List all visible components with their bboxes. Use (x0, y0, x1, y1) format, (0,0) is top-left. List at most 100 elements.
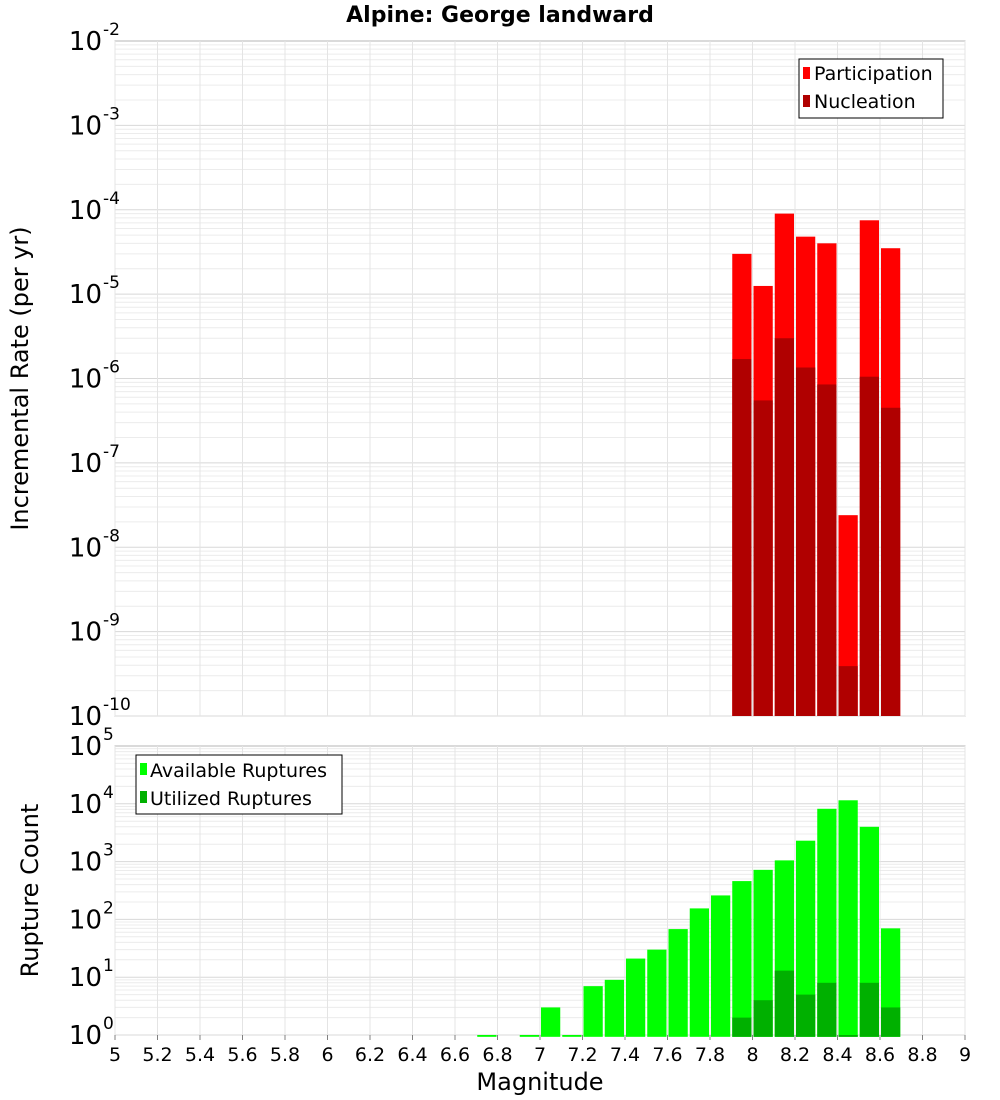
rate-legend: Participation Nucleation (798, 58, 944, 119)
primary-bar (477, 1035, 497, 1037)
y-tick-exponent: 2 (103, 898, 114, 918)
primary-bar (796, 840, 816, 1037)
y-tick-label: 10 (69, 111, 102, 141)
primary-bar (626, 958, 646, 1037)
y-tick-label: 10 (69, 702, 102, 732)
primary-bar (668, 929, 688, 1037)
secondary-bar (796, 994, 816, 1037)
y-tick-label: 10 (69, 27, 102, 57)
available-legend-label: Available Ruptures (150, 760, 327, 782)
secondary-bar (817, 384, 837, 716)
primary-bar (541, 1007, 561, 1037)
secondary-bar (817, 982, 837, 1037)
x-tick-label: 7.2 (567, 1044, 597, 1066)
x-axis-label: Magnitude (476, 1068, 603, 1096)
primary-bar (604, 979, 624, 1037)
x-tick-label: 5.6 (227, 1044, 257, 1066)
y-tick-exponent: -10 (103, 695, 131, 715)
count-legend-box (135, 754, 343, 815)
primary-bar (583, 986, 603, 1037)
x-tick-label: 7 (534, 1044, 546, 1066)
x-tick-label: 9 (959, 1044, 971, 1066)
x-tick-label: 7.4 (610, 1044, 640, 1066)
x-tick-label: 7.6 (652, 1044, 682, 1066)
x-tick-label: 5.8 (270, 1044, 300, 1066)
x-tick-label: 6.8 (482, 1044, 512, 1066)
chart-title: Alpine: George landward (346, 3, 654, 28)
secondary-bar (753, 400, 773, 716)
x-tick-label: 6.4 (397, 1044, 427, 1066)
x-tick-label: 5.2 (142, 1044, 172, 1066)
count-y-axis-label: Rupture Count (16, 804, 44, 978)
y-tick-label: 10 (69, 449, 102, 479)
y-tick-exponent: -5 (103, 273, 120, 293)
primary-bar (562, 1035, 582, 1037)
x-tick-label: 8.6 (865, 1044, 895, 1066)
y-tick-label: 10 (69, 790, 102, 820)
x-tick-label: 7.8 (695, 1044, 725, 1066)
secondary-bar (774, 970, 794, 1037)
x-tick-label: 5.4 (185, 1044, 215, 1066)
secondary-bar (732, 1017, 752, 1037)
primary-bar (838, 800, 858, 1037)
secondary-bar (881, 1007, 901, 1037)
x-tick-label: 8.4 (822, 1044, 852, 1066)
y-tick-label: 10 (69, 618, 102, 648)
x-tick-label: 6.2 (355, 1044, 385, 1066)
secondary-bar (881, 407, 901, 716)
rate-grid (114, 41, 966, 717)
y-tick-exponent: 5 (103, 725, 114, 745)
x-tick-label: 8 (746, 1044, 758, 1066)
x-tick-label: 8.8 (907, 1044, 937, 1066)
secondary-bar (838, 666, 858, 716)
y-tick-label: 10 (69, 533, 102, 563)
y-tick-exponent: -2 (103, 20, 120, 40)
y-tick-label: 10 (69, 1021, 102, 1051)
participation-legend-swatch (803, 67, 810, 79)
rate-y-axis-label: Incremental Rate (per yr) (6, 226, 34, 530)
y-tick-label: 10 (69, 365, 102, 395)
count-legend: Available Ruptures Utilized Ruptures (135, 754, 343, 815)
primary-bar (817, 808, 837, 1037)
y-tick-label: 10 (69, 732, 102, 762)
y-tick-exponent: -6 (103, 358, 120, 378)
nucleation-legend-label: Nucleation (814, 91, 916, 113)
y-tick-exponent: -8 (103, 526, 120, 546)
rate-bars (732, 213, 901, 717)
x-tick-label: 8.2 (780, 1044, 810, 1066)
primary-bar (753, 869, 773, 1037)
y-tick-label: 10 (69, 196, 102, 226)
utilized-legend-swatch (140, 791, 147, 803)
y-tick-label: 10 (69, 905, 102, 935)
count-bars (477, 800, 901, 1037)
secondary-bar (859, 376, 879, 716)
secondary-bar (774, 338, 794, 716)
x-tick-label: 5 (109, 1044, 121, 1066)
available-legend-swatch (140, 763, 147, 775)
y-tick-exponent: -4 (103, 189, 120, 209)
secondary-bar (796, 367, 816, 716)
nucleation-legend-swatch (803, 95, 810, 107)
participation-legend-label: Participation (814, 63, 933, 85)
y-tick-exponent: -3 (103, 104, 120, 124)
primary-bar (732, 881, 752, 1037)
primary-bar (519, 1035, 539, 1037)
y-tick-exponent: 3 (103, 841, 114, 861)
utilized-legend-label: Utilized Ruptures (150, 788, 312, 810)
y-tick-exponent: 0 (103, 1014, 114, 1034)
primary-bar (689, 908, 709, 1037)
y-tick-exponent: -9 (103, 611, 120, 631)
secondary-bar (838, 1035, 858, 1037)
x-tick-label: 6.6 (440, 1044, 470, 1066)
x-tick-label: 6 (321, 1044, 333, 1066)
y-tick-exponent: 4 (103, 783, 114, 803)
y-tick-label: 10 (69, 280, 102, 310)
magnitude-x-ticks: 5 5.2 5.4 5.6 5.8 6 6.2 6.4 6.6 6.8 7 7.2 7.4 7.6 7.8 8… (109, 1035, 971, 1066)
secondary-bar (753, 1000, 773, 1037)
y-tick-exponent: 1 (103, 956, 114, 976)
